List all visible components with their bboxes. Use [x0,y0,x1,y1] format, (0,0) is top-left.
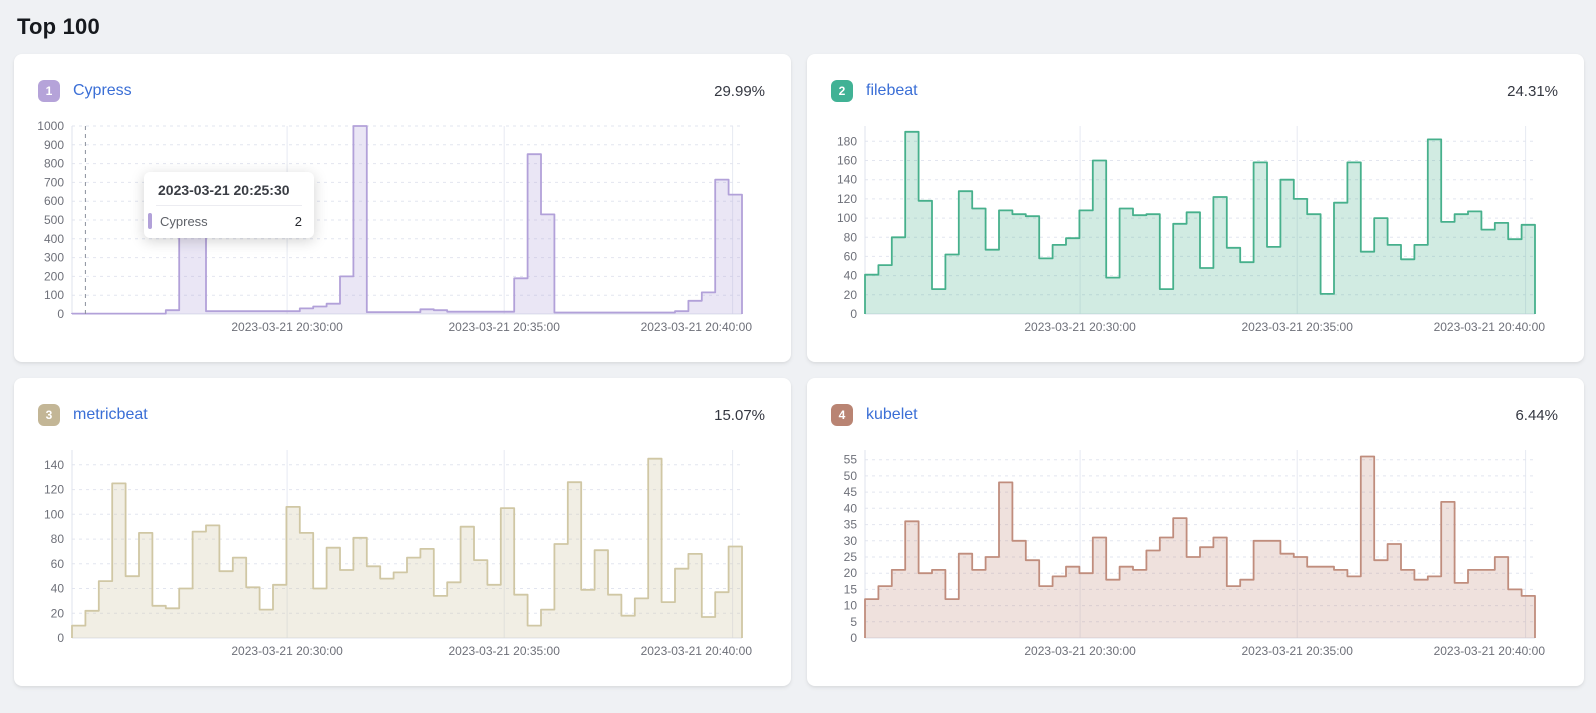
chart-kubelet: 2023-03-21 20:30:00 2023-03-21 20:35:00 20… [821,442,1570,664]
tooltip-row: Cypress 2 [148,206,302,229]
svg-text:120: 120 [44,483,64,497]
card-header: 2 filebeat 24.31% [821,66,1570,104]
svg-text:120: 120 [837,192,857,206]
svg-text:2023-03-21 20:40:00: 2023-03-21 20:40:00 [1434,320,1546,334]
svg-text:100: 100 [837,211,857,225]
svg-text:140: 140 [44,458,64,472]
svg-text:100: 100 [44,288,64,302]
svg-text:80: 80 [844,230,858,244]
svg-text:1000: 1000 [37,119,64,133]
rank-badge: 4 [831,404,853,426]
svg-text:55: 55 [844,453,858,467]
svg-text:900: 900 [44,138,64,152]
svg-text:2023-03-21 20:30:00: 2023-03-21 20:30:00 [1024,320,1136,334]
svg-text:2023-03-21 20:35:00: 2023-03-21 20:35:00 [448,320,560,334]
series-link-metricbeat[interactable]: metricbeat [73,406,148,423]
percent-value: 6.44% [1515,406,1558,424]
card-header: 4 kubelet 6.44% [821,390,1570,428]
svg-text:500: 500 [44,213,64,227]
rank-badge: 1 [38,80,60,102]
svg-text:100: 100 [44,507,64,521]
card-header: 3 metricbeat 15.07% [28,390,777,428]
chart-canvas-cypress[interactable]: 2023-03-21 20:30:00 2023-03-21 20:35:00 20… [28,118,754,340]
svg-text:2023-03-21 20:35:00: 2023-03-21 20:35:00 [1241,320,1353,334]
svg-text:40: 40 [844,269,858,283]
card-header: 1 Cypress 29.99% [28,66,777,104]
percent-value: 15.07% [714,406,765,424]
svg-text:0: 0 [850,631,857,645]
svg-text:60: 60 [844,249,858,263]
svg-text:5: 5 [850,615,857,629]
tooltip-timestamp: 2023-03-21 20:25:30 [156,180,302,206]
tooltip-series-marker [148,213,152,229]
series-link-cypress[interactable]: Cypress [73,82,132,99]
svg-text:20: 20 [844,566,858,580]
chart-card-cypress: 1 Cypress 29.99% 2023-03-21 20:30:00 2023… [14,54,791,362]
svg-text:400: 400 [44,232,64,246]
cards-grid: 1 Cypress 29.99% 2023-03-21 20:30:00 2023… [0,54,1596,686]
svg-text:20: 20 [51,606,65,620]
percent-value: 29.99% [714,82,765,100]
series-link-filebeat[interactable]: filebeat [866,82,918,99]
series-link-kubelet[interactable]: kubelet [866,406,918,423]
chart-canvas-filebeat[interactable]: 2023-03-21 20:30:00 2023-03-21 20:35:00 20… [821,118,1547,340]
svg-text:40: 40 [844,501,858,515]
svg-text:40: 40 [51,582,65,596]
chart-cypress: 2023-03-21 20:30:00 2023-03-21 20:35:00 20… [28,118,777,340]
svg-text:0: 0 [57,631,64,645]
svg-text:50: 50 [844,469,858,483]
svg-text:300: 300 [44,251,64,265]
svg-text:20: 20 [844,288,858,302]
chart-tooltip: 2023-03-21 20:25:30 Cypress 2 [144,172,314,238]
svg-text:2023-03-21 20:40:00: 2023-03-21 20:40:00 [1434,644,1546,658]
chart-canvas-kubelet[interactable]: 2023-03-21 20:30:00 2023-03-21 20:35:00 20… [821,442,1547,664]
svg-text:140: 140 [837,173,857,187]
svg-text:800: 800 [44,157,64,171]
rank-badge: 2 [831,80,853,102]
svg-text:700: 700 [44,175,64,189]
tooltip-series-name: Cypress [160,213,208,229]
svg-text:2023-03-21 20:30:00: 2023-03-21 20:30:00 [231,320,343,334]
svg-text:2023-03-21 20:35:00: 2023-03-21 20:35:00 [1241,644,1353,658]
svg-text:15: 15 [844,582,858,596]
percent-value: 24.31% [1507,82,1558,100]
rank-badge: 3 [38,404,60,426]
svg-text:2023-03-21 20:30:00: 2023-03-21 20:30:00 [1024,644,1136,658]
svg-text:10: 10 [844,599,858,613]
chart-card-kubelet: 4 kubelet 6.44% 2023-03-21 20:30:00 2023-… [807,378,1584,686]
svg-text:35: 35 [844,518,858,532]
svg-text:600: 600 [44,194,64,208]
svg-text:0: 0 [57,307,64,321]
chart-canvas-metricbeat[interactable]: 2023-03-21 20:30:00 2023-03-21 20:35:00 20… [28,442,754,664]
svg-text:30: 30 [844,534,858,548]
svg-text:2023-03-21 20:30:00: 2023-03-21 20:30:00 [231,644,343,658]
svg-text:25: 25 [844,550,858,564]
tooltip-series-value: 2 [294,213,302,229]
svg-text:45: 45 [844,485,858,499]
chart-filebeat: 2023-03-21 20:30:00 2023-03-21 20:35:00 20… [821,118,1570,340]
svg-text:2023-03-21 20:40:00: 2023-03-21 20:40:00 [641,644,753,658]
svg-text:2023-03-21 20:35:00: 2023-03-21 20:35:00 [448,644,560,658]
svg-text:60: 60 [51,557,65,571]
chart-card-metricbeat: 3 metricbeat 15.07% 2023-03-21 20:30:00 2… [14,378,791,686]
svg-text:200: 200 [44,269,64,283]
svg-text:180: 180 [837,134,857,148]
svg-text:80: 80 [51,532,65,546]
svg-text:160: 160 [837,154,857,168]
page-title: Top 100 [17,14,100,39]
chart-card-filebeat: 2 filebeat 24.31% 2023-03-21 20:30:00 202… [807,54,1584,362]
chart-metricbeat: 2023-03-21 20:30:00 2023-03-21 20:35:00 20… [28,442,777,664]
svg-text:0: 0 [850,307,857,321]
svg-text:2023-03-21 20:40:00: 2023-03-21 20:40:00 [641,320,753,334]
